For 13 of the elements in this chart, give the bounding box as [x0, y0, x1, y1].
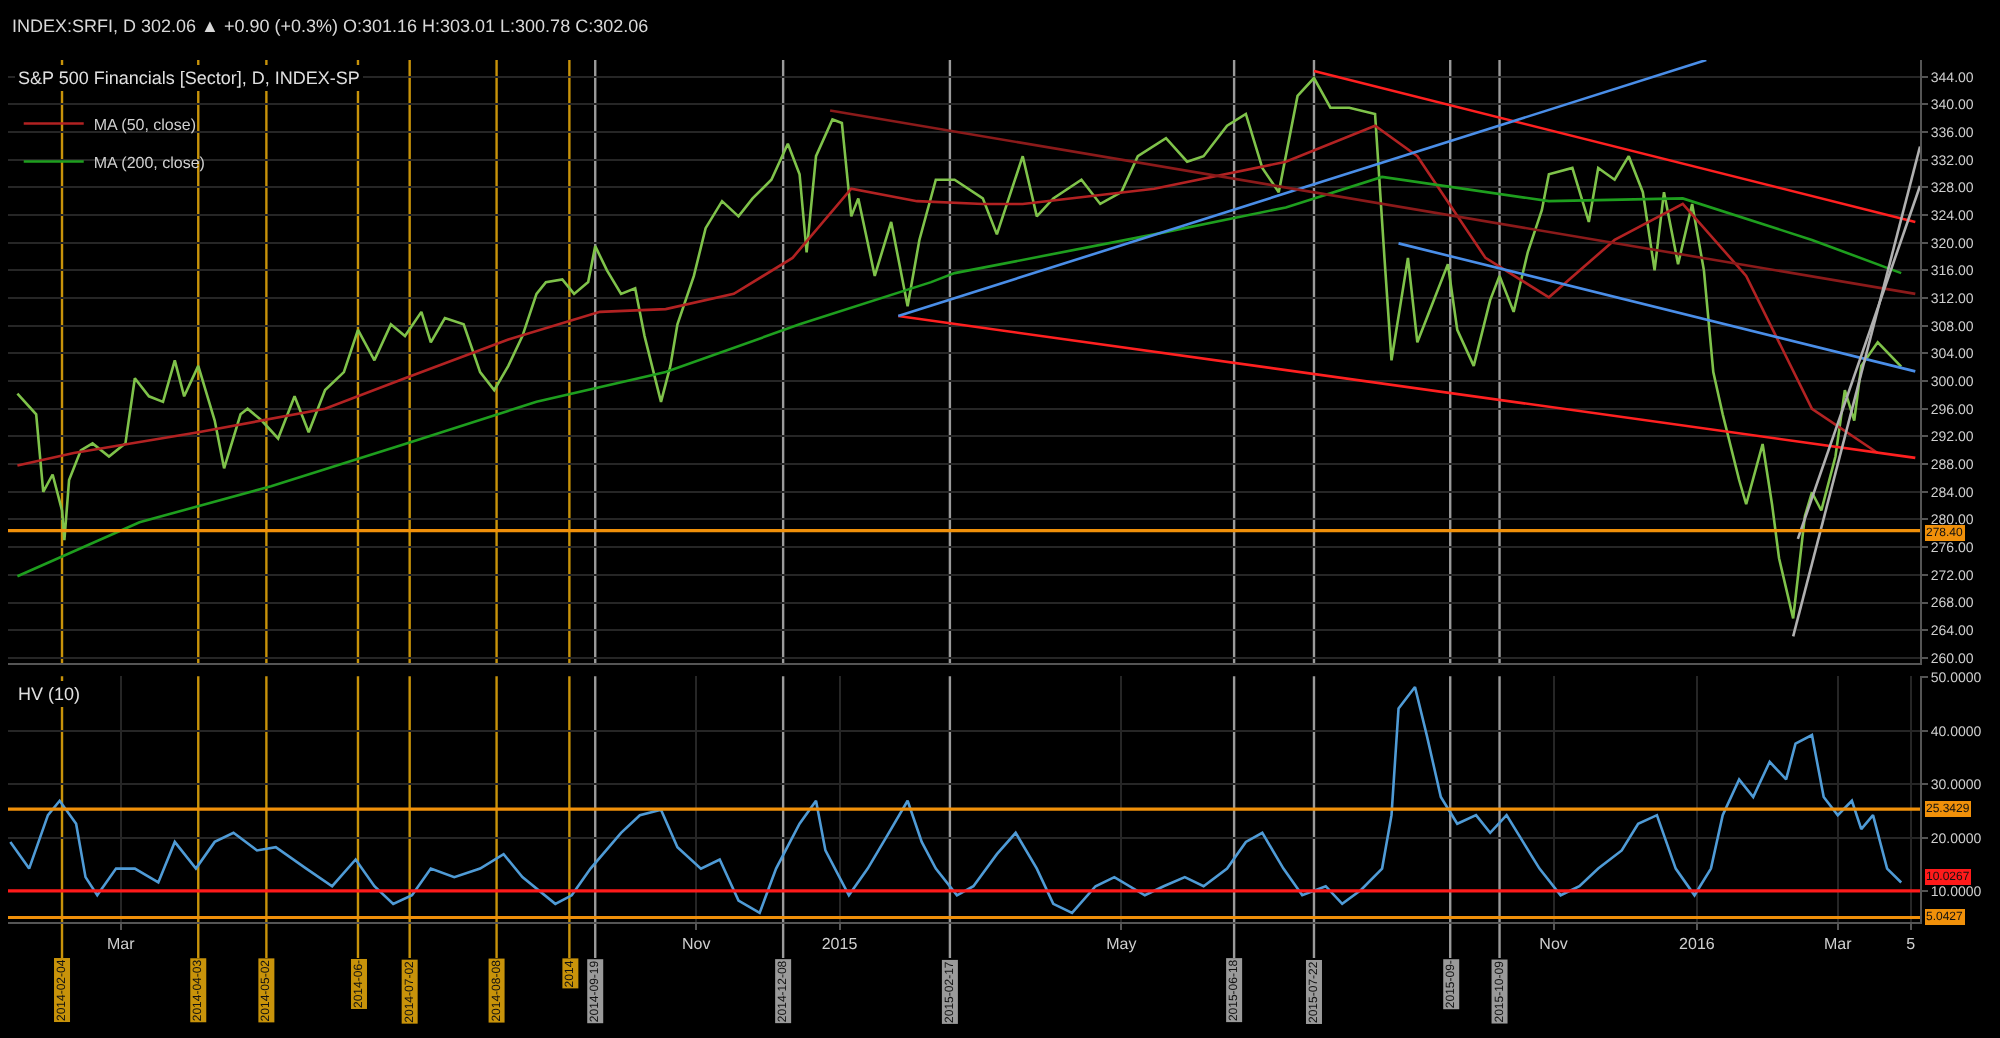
x-tick-label: May — [1106, 935, 1137, 954]
x-tick-label: Mar — [1824, 935, 1853, 954]
chart-title: HV (10) — [18, 684, 81, 704]
x-tick-label: 5 — [1906, 935, 1917, 954]
text: S&P 500 Financials [Sector], D, INDEX-SP — [18, 68, 360, 88]
x-tick-label: 2015 — [821, 935, 859, 954]
x-tick-label: 2016 — [1679, 935, 1716, 954]
x-tick-label: Nov — [681, 935, 711, 954]
legend-label: MA (50, close) — [93, 115, 197, 134]
chart-subtitle: INDEX:SRFI, D 302.06 ▲ +0.90 (+0.3%) O:301.16 H:303.01 L:300.78 C:302.06 — [12, 16, 649, 36]
x-tick-label: Mar — [106, 935, 136, 954]
legend-label: MA (200, close) — [93, 153, 206, 172]
x-tick-label: Nov — [1539, 935, 1568, 954]
